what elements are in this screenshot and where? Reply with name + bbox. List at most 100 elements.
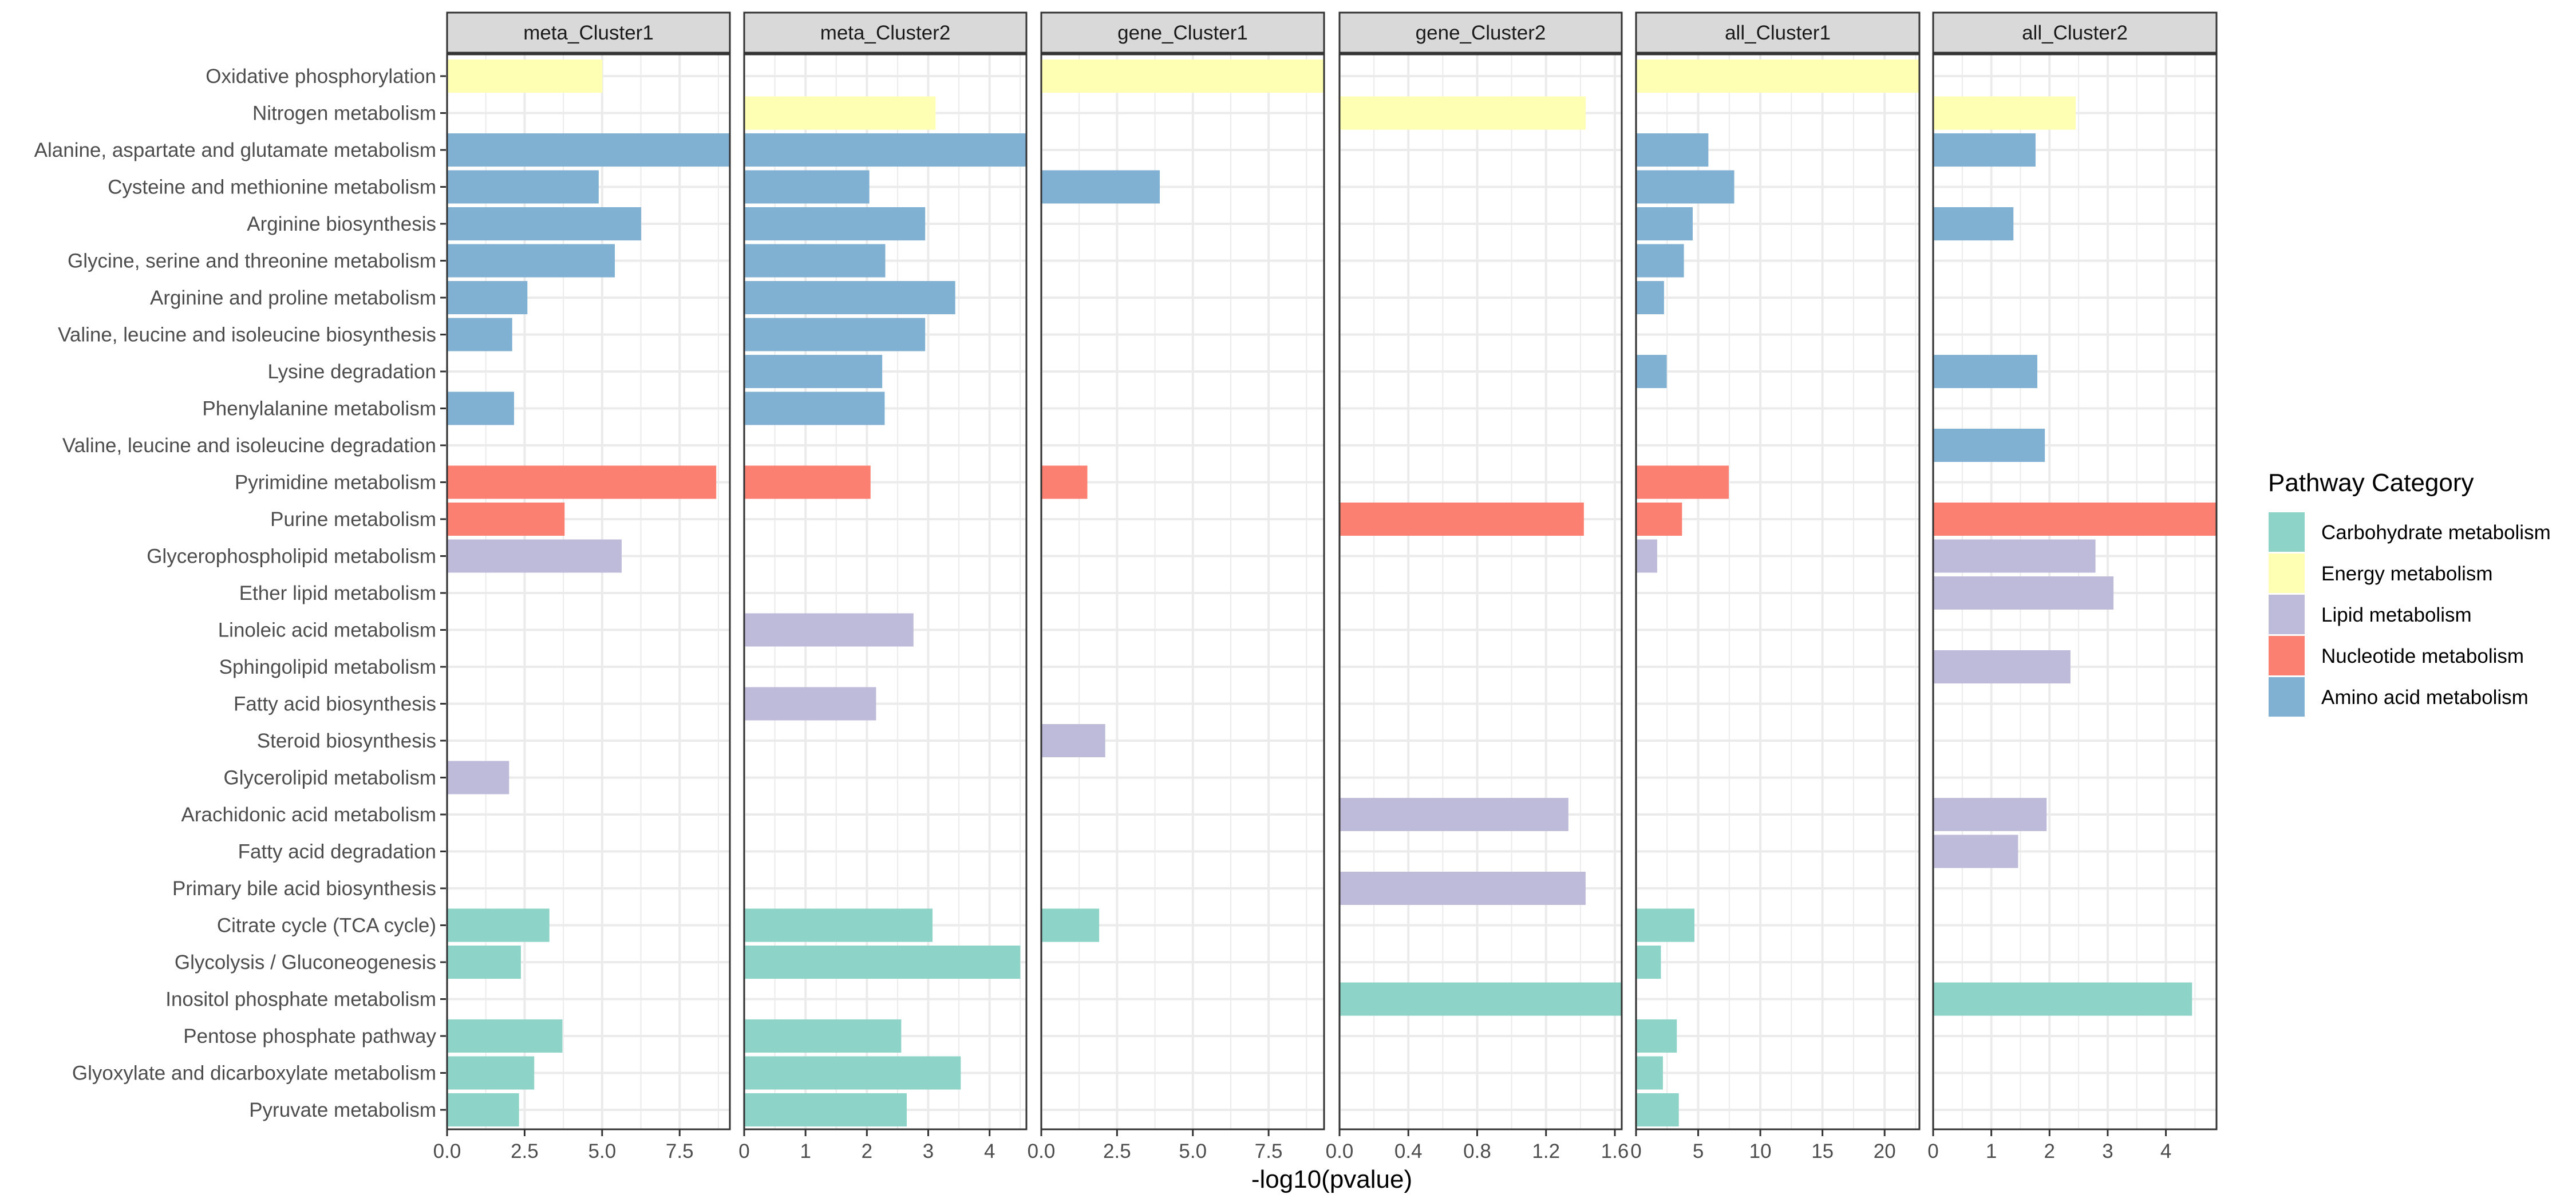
panel-border — [446, 53, 731, 1130]
legend-label: Amino acid metabolism — [2321, 686, 2528, 709]
bar — [1340, 871, 1586, 906]
x-tick-label: 2.5 — [511, 1140, 539, 1163]
panel-meta_Cluster2: meta_Cluster2 0 1 2 3 4 — [738, 11, 1028, 1163]
y-tick-label: Citrate cycle (TCA cycle) — [217, 915, 436, 937]
y-tick-label: Sphingolipid metabolism — [219, 656, 436, 678]
x-tick-label: 2 — [2044, 1140, 2055, 1163]
bar — [1636, 170, 1735, 204]
legend-swatch — [2269, 636, 2305, 675]
bar — [1636, 1056, 1663, 1090]
facet-strip — [446, 11, 731, 54]
legend-title: Pathway Category — [2268, 469, 2474, 497]
x-tick-label: 15 — [1811, 1140, 1834, 1163]
bar — [447, 1019, 563, 1053]
bar — [744, 1093, 907, 1127]
y-tick-label: Linoleic acid metabolism — [218, 619, 436, 642]
bar — [447, 1056, 535, 1090]
y-axis-labels: Oxidative phosphorylation Nitrogen metabo… — [34, 65, 447, 1121]
facet-strip — [1040, 11, 1325, 54]
x-tick-label: 0.8 — [1463, 1140, 1491, 1163]
y-tick-label: Fatty acid degradation — [238, 841, 436, 863]
legend-swatch — [2269, 677, 2305, 717]
y-tick-label: Arginine and proline metabolism — [150, 287, 436, 309]
x-tick-label: 7.5 — [666, 1140, 694, 1163]
y-tick-label: Glyoxylate and dicarboxylate metabolism — [72, 1062, 436, 1085]
bar — [447, 392, 514, 425]
x-tick-label: 10 — [1749, 1140, 1772, 1163]
y-tick-label: Arachidonic acid metabolism — [181, 804, 436, 826]
panel-all_Cluster2: all_Cluster2 0 1 2 3 4 — [1927, 11, 2218, 1163]
panel-border — [1040, 53, 1325, 1130]
legend-swatch — [2269, 553, 2305, 593]
y-tick-label: Pentose phosphate pathway — [183, 1025, 436, 1047]
bar — [1636, 465, 1729, 499]
bar — [447, 502, 565, 536]
bar — [744, 318, 926, 351]
bar — [1636, 1019, 1677, 1053]
bar — [1933, 576, 2114, 610]
x-tick-label: 5.0 — [1179, 1140, 1207, 1163]
bar — [447, 133, 730, 167]
bar — [447, 761, 509, 794]
bar — [1933, 502, 2217, 536]
bar — [1636, 945, 1661, 979]
bar — [1636, 133, 1709, 167]
bar — [744, 687, 876, 721]
legend-label: Lipid metabolism — [2321, 604, 2472, 626]
facet-title: gene_Cluster1 — [1117, 22, 1248, 44]
y-tick-label: Glycine, serine and threonine metabolism — [68, 250, 436, 272]
bar — [1041, 170, 1160, 204]
x-tick-label: 0 — [1630, 1140, 1641, 1163]
x-tick-label: 1.2 — [1532, 1140, 1560, 1163]
bar — [744, 392, 885, 425]
x-tick-label: 1 — [1986, 1140, 1997, 1163]
facet-strip — [1635, 11, 1921, 54]
x-tick-label: 2 — [862, 1140, 872, 1163]
facet-strip — [1338, 11, 1623, 54]
bar — [744, 613, 914, 647]
x-tick-label: 0.0 — [1028, 1140, 1056, 1163]
bar — [1636, 354, 1667, 389]
bar — [1340, 797, 1568, 832]
bar — [1933, 354, 2037, 389]
bar — [1340, 502, 1584, 536]
x-tick-label: 1.6 — [1601, 1140, 1629, 1163]
x-tick-label: 2.5 — [1103, 1140, 1131, 1163]
y-tick-label: Steroid biosynthesis — [257, 730, 436, 752]
legend: Pathway Category Carbohydrate metabolism… — [2268, 469, 2551, 717]
panel-all_Cluster1: all_Cluster1 0 5 10 15 20 — [1630, 11, 1921, 1163]
x-tick-label: 0.0 — [1326, 1140, 1354, 1163]
bar — [1041, 59, 1324, 93]
bar — [1041, 465, 1088, 499]
bar — [1933, 650, 2071, 684]
y-tick-label: Glycerolipid metabolism — [223, 767, 436, 789]
bar — [447, 465, 717, 499]
y-tick-label: Alanine, aspartate and glutamate metabol… — [34, 139, 436, 161]
bar — [447, 280, 528, 315]
x-tick-label: 3 — [2102, 1140, 2113, 1163]
facet-title: gene_Cluster2 — [1416, 22, 1546, 44]
y-tick-label: Oxidative phosphorylation — [206, 65, 436, 88]
legend-label: Nucleotide metabolism — [2321, 645, 2524, 667]
x-tick-label: 0.4 — [1394, 1140, 1423, 1163]
y-tick-label: Valine, leucine and isoleucine biosynthe… — [58, 324, 436, 346]
bar — [1636, 1093, 1679, 1127]
y-tick-label: Inositol phosphate metabolism — [165, 989, 436, 1011]
bar — [1636, 59, 1919, 93]
bar — [744, 1056, 961, 1090]
bar — [1933, 982, 2192, 1016]
bar — [447, 244, 615, 278]
bar — [744, 1019, 902, 1053]
y-tick-label: Nitrogen metabolism — [252, 102, 436, 125]
panel-gene_Cluster1: gene_Cluster1 0.0 2.5 5.0 7.5 — [1028, 11, 1325, 1163]
x-tick-label: 0.0 — [433, 1140, 461, 1163]
bar — [744, 465, 871, 499]
facet-title: all_Cluster1 — [1725, 22, 1831, 44]
bar — [1636, 908, 1695, 942]
x-tick-label: 20 — [1874, 1140, 1896, 1163]
y-tick-label: Pyruvate metabolism — [249, 1099, 436, 1121]
y-tick-label: Primary bile acid biosynthesis — [172, 877, 436, 900]
bar — [1933, 207, 2014, 241]
